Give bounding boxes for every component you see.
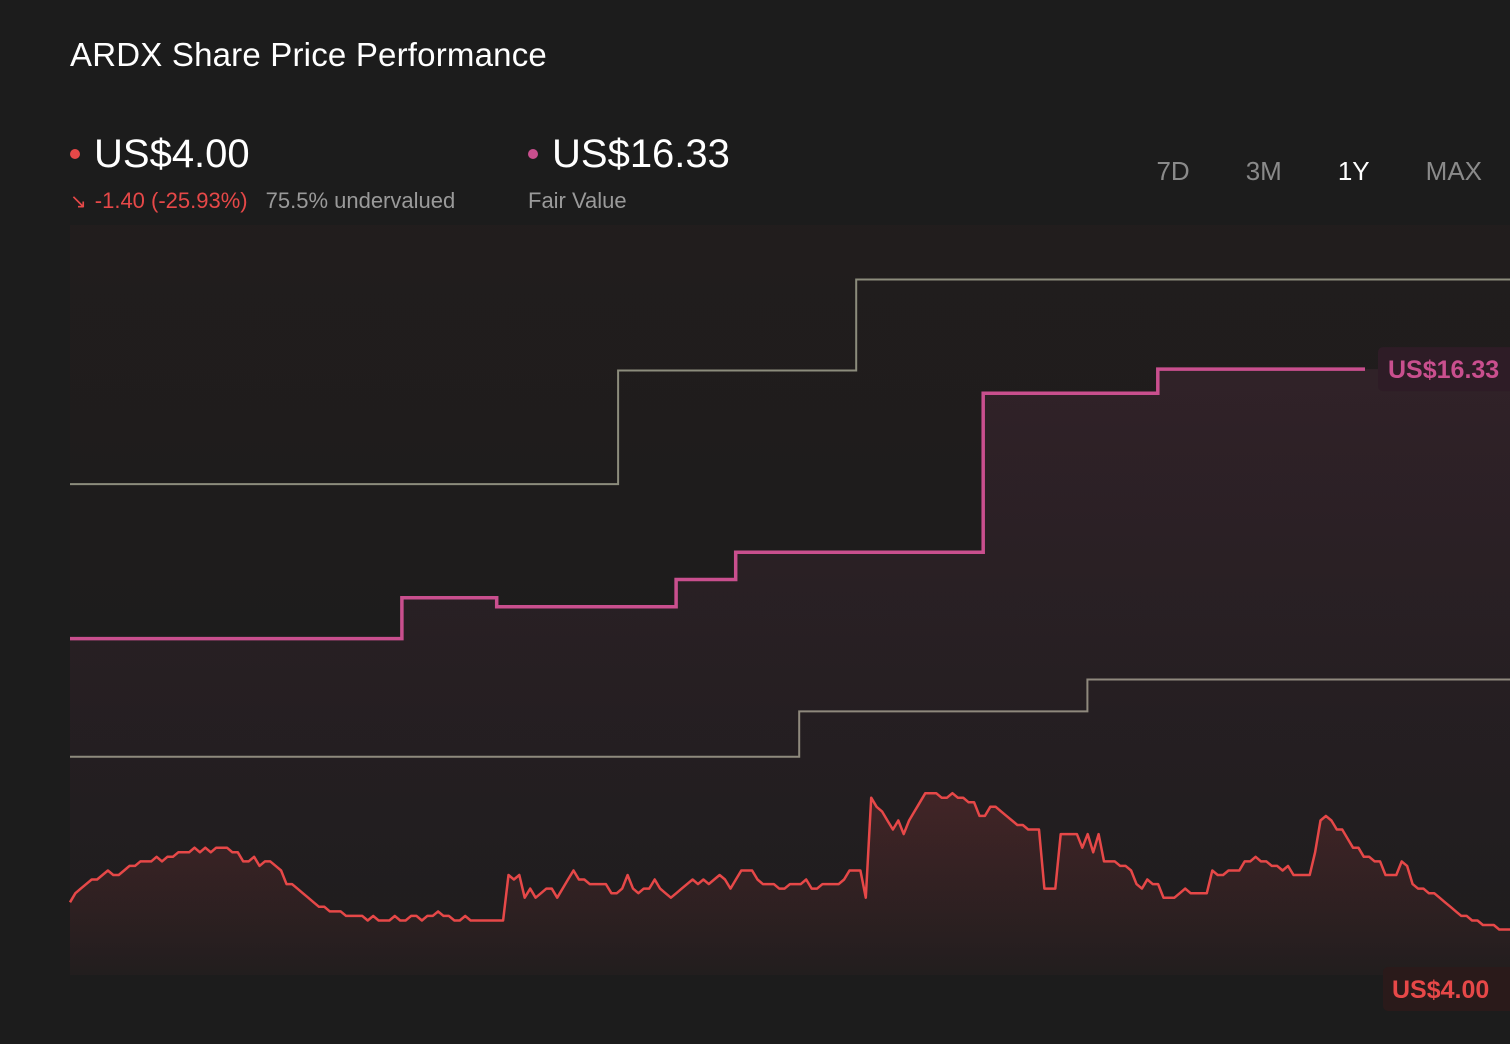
price-change: -1.40 (-25.93%): [94, 188, 248, 213]
fair-value-block: US$16.33 Fair Value: [528, 130, 730, 214]
share-price-line: [68, 791, 1510, 931]
fair-value-label: Fair Value: [528, 188, 627, 213]
range-3m-button[interactable]: 3M: [1245, 156, 1282, 186]
share-price-series: [68, 791, 1510, 975]
fair-value-end-tag-bg: [1378, 347, 1510, 392]
chart-title: ARDX Share Price Performance: [70, 36, 547, 73]
range-1y-button[interactable]: 1Y: [1337, 156, 1370, 186]
fair-value-dot-icon: [528, 149, 538, 159]
range-7d-button[interactable]: 7D: [1156, 156, 1190, 186]
current-price-block: US$4.00 ↘ -1.40 (-25.93%) 75.5% underval…: [70, 130, 455, 214]
fair-value-label-row: Fair Value: [528, 188, 730, 214]
price-end-label: US$4.00: [1392, 976, 1489, 1004]
current-price: US$4.00: [70, 130, 455, 178]
undervalued-text: 75.5% undervalued: [265, 188, 456, 213]
estimate-high-line: [70, 278, 1510, 486]
fair-value-amount: US$16.33: [552, 132, 730, 176]
fair-value-area: [70, 369, 1510, 976]
fair-value-line: [70, 367, 1365, 641]
fair-value-end-tag: US$16.33: [1378, 347, 1510, 392]
end-labels: US$16.33 US$4.00: [1378, 347, 1510, 1011]
price-end-tag-bg: [1383, 967, 1510, 1011]
time-range-selector: 7D 3M 1Y MAX: [1100, 156, 1482, 187]
price-change-row: ↘ -1.40 (-25.93%) 75.5% undervalued: [70, 188, 455, 214]
fair-value-series: [70, 367, 1510, 976]
fair-value: US$16.33: [528, 130, 730, 178]
range-max-button[interactable]: MAX: [1425, 156, 1482, 186]
fair-value-end-label: US$16.33: [1388, 356, 1499, 384]
current-price-value: US$4.00: [94, 132, 250, 176]
price-end-tag: US$4.00: [1383, 967, 1510, 1011]
arrow-down-right-icon: ↘: [70, 190, 87, 213]
price-dot-icon: [70, 149, 80, 159]
